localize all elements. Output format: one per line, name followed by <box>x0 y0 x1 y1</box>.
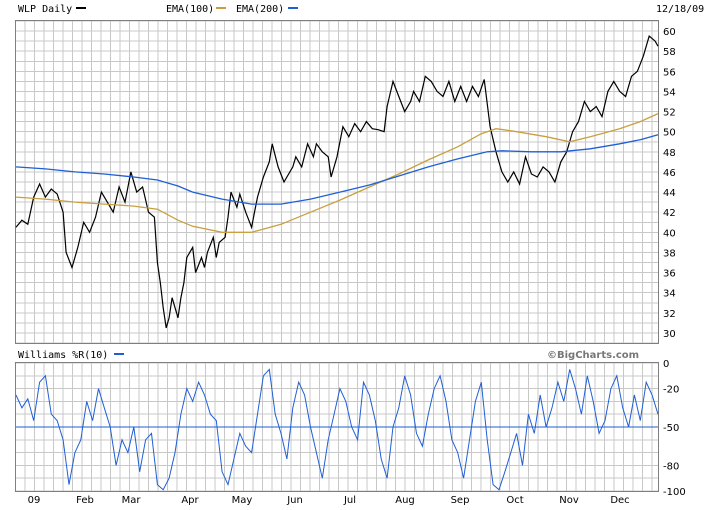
price-y-tick: 40 <box>663 228 676 239</box>
x-tick-label: Dec <box>610 495 629 506</box>
series-line-ema-100 <box>15 113 659 233</box>
ema100-legend-label: EMA(100) <box>166 4 214 15</box>
price-pane-frame <box>15 20 659 344</box>
x-tick-label: Apr <box>181 495 199 506</box>
price-y-tick: 36 <box>663 269 676 280</box>
williams-y-tick: -100 <box>663 487 686 498</box>
price-y-tick: 54 <box>663 87 676 98</box>
price-y-tick: 38 <box>663 248 676 259</box>
bigcharts-watermark: ©BigCharts.com <box>547 350 639 361</box>
series-line-ema-200 <box>15 134 659 205</box>
x-tick-label: Mar <box>122 495 142 506</box>
x-tick-label: Aug <box>395 495 415 506</box>
series-line-wlp-daily <box>15 35 659 329</box>
price-y-tick: 58 <box>663 47 676 58</box>
williams-y-tick: -80 <box>663 461 679 472</box>
x-tick-label: Oct <box>506 495 523 506</box>
price-pane-grid <box>16 20 658 344</box>
price-y-tick: 30 <box>663 329 676 340</box>
price-y-tick: 44 <box>663 188 676 199</box>
x-tick-label: Feb <box>76 495 94 506</box>
williams-series <box>15 368 659 491</box>
header-date: 12/18/09 <box>656 4 704 15</box>
price-y-tick: 46 <box>663 168 676 179</box>
x-tick-label: Jun <box>286 495 303 506</box>
price-y-tick: 56 <box>663 67 676 78</box>
williams-y-tick: -20 <box>663 385 679 396</box>
ema200-legend-label: EMA(200) <box>236 4 284 15</box>
symbol-label: WLP Daily <box>18 4 72 15</box>
price-series <box>15 35 659 329</box>
price-y-tick: 60 <box>663 27 676 38</box>
x-tick-label: 09 <box>28 495 41 506</box>
price-y-tick: 48 <box>663 148 676 159</box>
price-y-tick: 50 <box>663 128 676 139</box>
williams-y-tick: 0 <box>663 359 669 370</box>
price-y-tick: 42 <box>663 208 676 219</box>
price-y-axis: 30 32 34 36 38 40 42 44 46 48 50 52 54 56 58 60 <box>663 27 676 340</box>
williams-label: Williams %R(10) <box>18 350 108 361</box>
x-tick-label: Jul <box>343 495 356 506</box>
price-y-tick: 34 <box>663 289 676 300</box>
x-axis: 09 Feb Mar Apr May Jun Jul Aug Sep Oct Nov Dec <box>28 495 630 506</box>
price-y-tick: 32 <box>663 309 676 320</box>
price-y-tick: 52 <box>663 108 676 119</box>
x-tick-label: Sep <box>451 495 470 506</box>
x-tick-label: May <box>232 495 253 506</box>
williams-pane-frame <box>15 362 659 492</box>
series-line-williams <box>15 368 659 491</box>
williams-y-axis: 0 -20 -50 -80 -100 <box>663 359 686 498</box>
x-tick-label: Nov <box>559 495 579 506</box>
williams-y-tick: -50 <box>663 423 679 434</box>
williams-pane-grid <box>16 362 658 492</box>
